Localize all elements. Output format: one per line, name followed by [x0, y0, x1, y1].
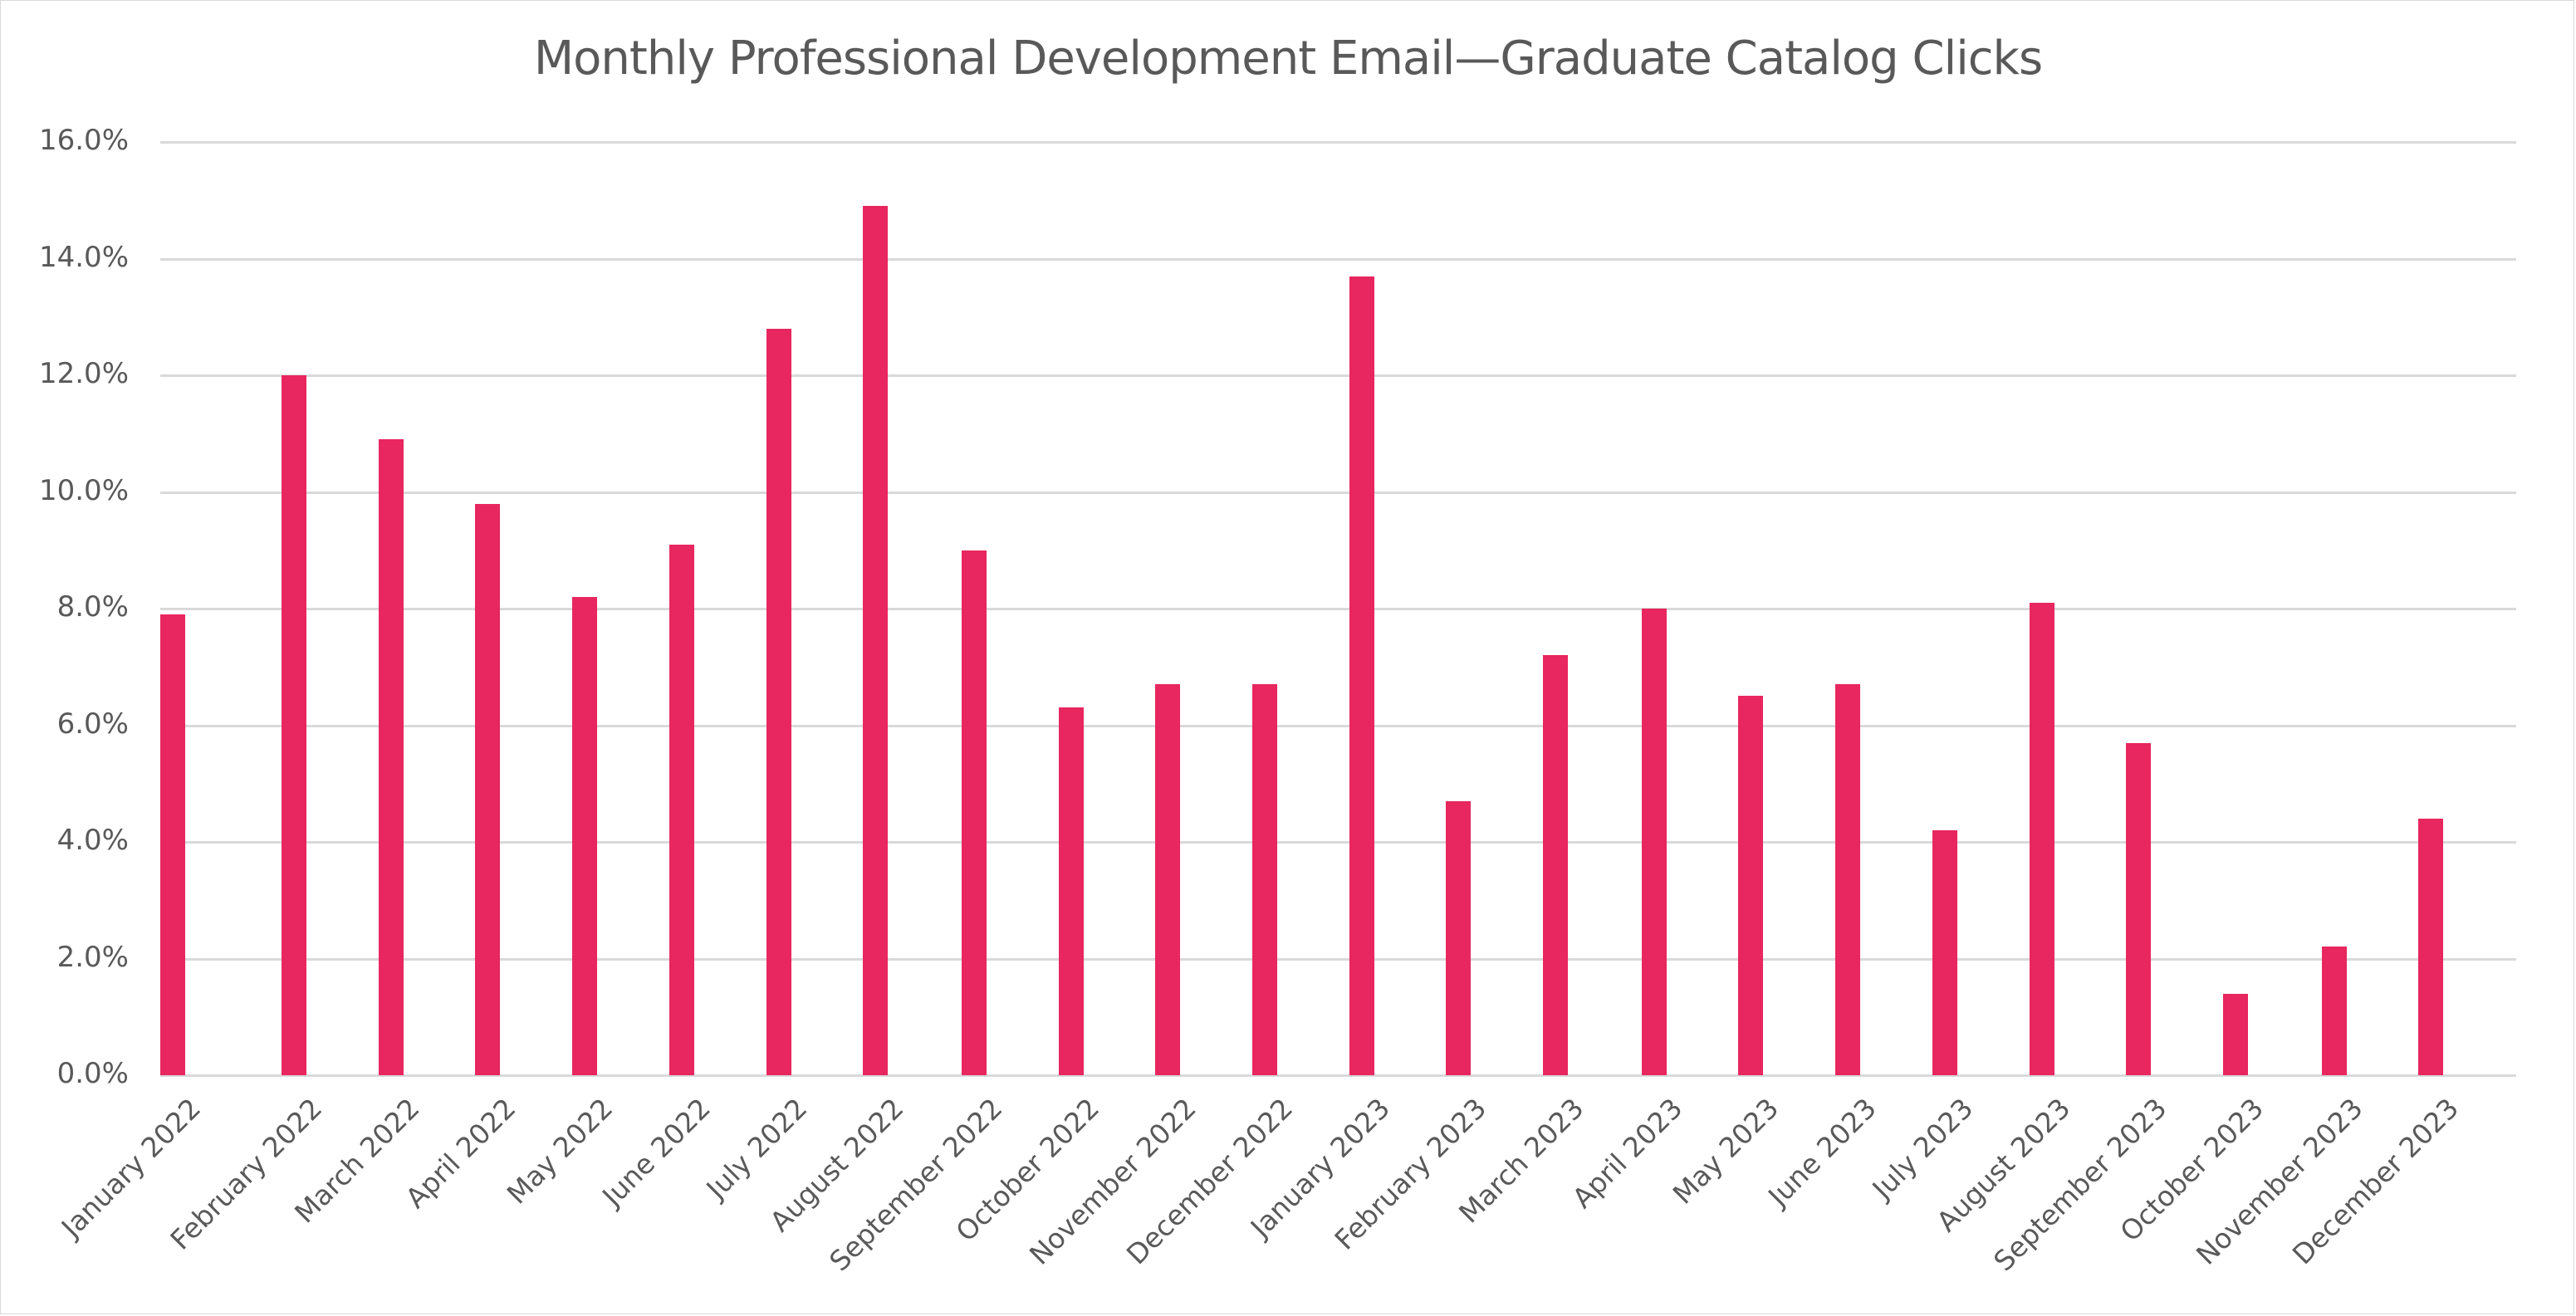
y-tick-label: 6.0% [56, 707, 129, 741]
bar [1059, 707, 1084, 1075]
bar [1835, 684, 1860, 1075]
bar [766, 328, 791, 1075]
y-tick-label: 4.0% [56, 824, 129, 857]
bar [1738, 696, 1763, 1075]
bar [1349, 276, 1374, 1075]
y-tick-label: 8.0% [56, 590, 129, 624]
y-tick-label: 0.0% [56, 1057, 129, 1090]
gridline [160, 374, 2516, 377]
bar [962, 550, 987, 1075]
y-tick-label: 2.0% [56, 940, 129, 974]
y-tick-label: 10.0% [38, 473, 129, 507]
chart-title: Monthly Professional Development Email—G… [533, 32, 2043, 86]
bar [669, 544, 694, 1075]
gridline [160, 491, 2516, 494]
gridline [160, 257, 2516, 261]
bar [1155, 684, 1180, 1075]
bar [1543, 655, 1568, 1075]
gridline [160, 957, 2516, 961]
bar [863, 206, 888, 1075]
bar [572, 596, 597, 1075]
bar [475, 503, 500, 1075]
gridline [160, 608, 2516, 610]
y-tick-label: 14.0% [38, 240, 129, 274]
gridline [160, 724, 2516, 727]
bar [1932, 829, 1957, 1075]
y-tick-label: 12.0% [38, 357, 129, 390]
bar [1642, 609, 1667, 1075]
bar [2030, 602, 2054, 1075]
bar [160, 614, 185, 1075]
bar [2418, 818, 2443, 1075]
gridline [160, 1074, 2516, 1077]
gridline [160, 141, 2516, 144]
bar [2322, 947, 2347, 1075]
bar [282, 375, 306, 1075]
bar [1446, 800, 1471, 1075]
bar [1252, 684, 1277, 1075]
gridline [160, 841, 2516, 844]
bar [2126, 742, 2151, 1075]
bar [2223, 993, 2248, 1075]
plot-area [160, 141, 2516, 1077]
bar [379, 439, 404, 1075]
y-tick-label: 16.0% [38, 124, 129, 157]
